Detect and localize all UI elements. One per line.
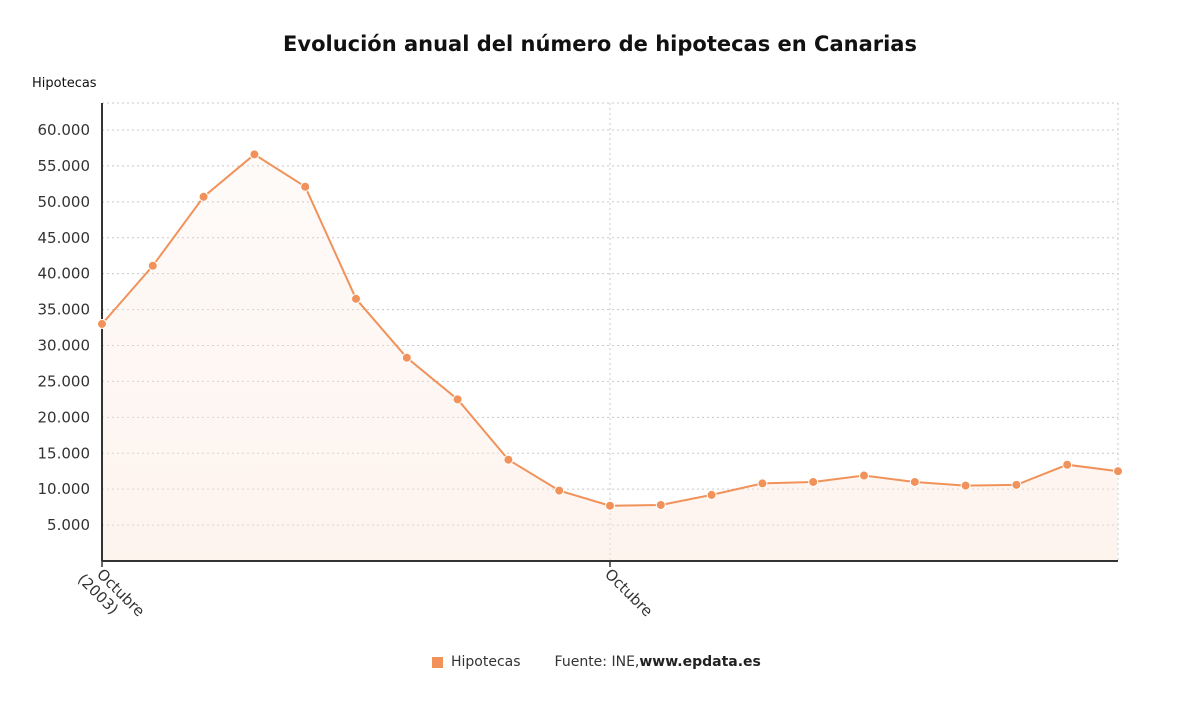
data-point[interactable] <box>1062 459 1073 470</box>
source-prefix: Fuente: INE, <box>554 654 640 670</box>
y-tick-label: 50.000 <box>38 193 91 211</box>
x-tick-label: Octubre(2003) <box>74 558 148 632</box>
data-point[interactable] <box>1011 479 1022 490</box>
series-points <box>97 149 1123 511</box>
y-tick-label: 60.000 <box>38 121 91 139</box>
y-tick-label: 45.000 <box>38 229 91 247</box>
data-point[interactable] <box>401 352 412 363</box>
data-point[interactable] <box>757 478 768 489</box>
x-tick-label: Octubre <box>601 565 656 620</box>
axes <box>101 103 1118 567</box>
data-point[interactable] <box>960 480 971 491</box>
data-point[interactable] <box>655 499 666 510</box>
data-point[interactable] <box>147 260 158 271</box>
data-point[interactable] <box>503 454 514 465</box>
source-link[interactable]: www.epdata.es <box>639 654 761 670</box>
y-axis-title: Hipotecas <box>32 76 97 91</box>
data-point[interactable] <box>300 181 311 192</box>
data-point[interactable] <box>605 500 615 511</box>
data-point[interactable] <box>1113 466 1123 477</box>
data-point[interactable] <box>351 293 361 304</box>
legend: Hipotecas Fuente: INE, www.epdata.es <box>432 654 761 670</box>
legend-series-label: Hipotecas <box>451 654 521 670</box>
series-area <box>102 154 1118 561</box>
chart-title: Evolución anual del número de hipotecas … <box>283 32 917 56</box>
y-tick-label: 15.000 <box>38 444 91 462</box>
data-point[interactable] <box>97 318 107 329</box>
legend-swatch <box>432 656 443 668</box>
y-tick-label: 10.000 <box>38 480 91 498</box>
data-point[interactable] <box>909 476 920 487</box>
data-point[interactable] <box>249 149 260 160</box>
data-point[interactable] <box>859 470 869 481</box>
y-tick-label: 55.000 <box>38 157 91 175</box>
y-tick-label: 25.000 <box>38 372 91 390</box>
y-tick-label: 20.000 <box>38 408 91 426</box>
y-tick-label: 5.000 <box>47 516 90 534</box>
data-point[interactable] <box>452 394 463 405</box>
x-axis-tick-labels: Octubre(2003) Octubre <box>74 558 656 632</box>
data-point[interactable] <box>198 191 209 202</box>
y-tick-label: 40.000 <box>38 265 91 283</box>
data-point[interactable] <box>554 485 565 496</box>
y-tick-label: 30.000 <box>38 337 91 355</box>
y-tick-label: 35.000 <box>38 301 91 319</box>
data-point[interactable] <box>706 489 717 500</box>
data-point[interactable] <box>808 476 819 487</box>
y-axis-tick-labels: 5.000 10.000 15.000 20.000 25.000 30.000 35.00… <box>38 121 91 534</box>
x-tick-label-line: Octubre <box>601 565 656 620</box>
